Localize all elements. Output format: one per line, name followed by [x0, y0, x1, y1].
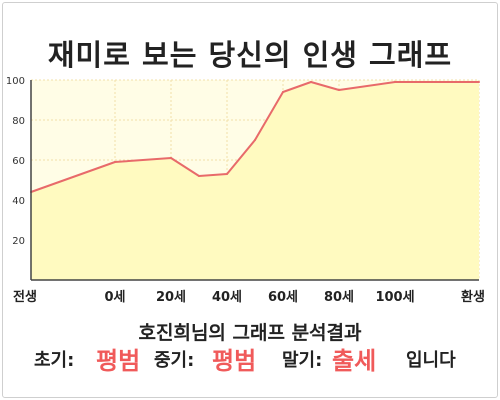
early-value: 평범 — [96, 347, 141, 375]
mid-label: 중기: — [154, 350, 195, 371]
y-tick-label: 40 — [12, 196, 25, 207]
y-tick-label: 80 — [12, 116, 25, 127]
mid-value: 평범 — [212, 347, 257, 375]
y-tick-label: 100 — [6, 76, 25, 87]
data-point — [282, 91, 284, 93]
early-label: 초기: — [34, 350, 75, 371]
x-tick-label: 20세 — [156, 290, 186, 305]
data-point — [170, 157, 172, 159]
x-tick-label: 0세 — [104, 290, 125, 305]
data-point — [254, 139, 256, 141]
late-label: 말기: — [282, 350, 323, 371]
x-tick-label: 환생 — [461, 289, 485, 305]
data-point — [478, 81, 480, 83]
x-tick-label: 100세 — [375, 290, 414, 305]
late-value: 출세 — [332, 347, 377, 375]
life-graph-chart: 20 40 60 80 100 전생 0세 20세 40세 60세 80세 100세 환생 — [6, 76, 485, 305]
data-point — [226, 173, 228, 175]
analysis-heading: 호진희님의 그래프 분석결과 — [138, 322, 362, 344]
data-point — [310, 81, 312, 83]
y-tick-label: 60 — [12, 156, 25, 167]
data-point — [394, 81, 396, 83]
x-tick-label: 40세 — [212, 290, 242, 305]
x-tick-label: 80세 — [324, 290, 354, 305]
x-tick-label: 전생 — [13, 289, 37, 305]
data-point — [114, 161, 116, 163]
page-title: 재미로 보는 당신의 인생 그래프 — [47, 38, 453, 72]
series-area — [31, 82, 479, 280]
data-point — [198, 175, 200, 177]
x-tick-label: 60세 — [268, 290, 298, 305]
data-point — [338, 89, 340, 91]
y-tick-label: 20 — [12, 236, 25, 247]
result-ending: 입니다 — [406, 350, 456, 371]
